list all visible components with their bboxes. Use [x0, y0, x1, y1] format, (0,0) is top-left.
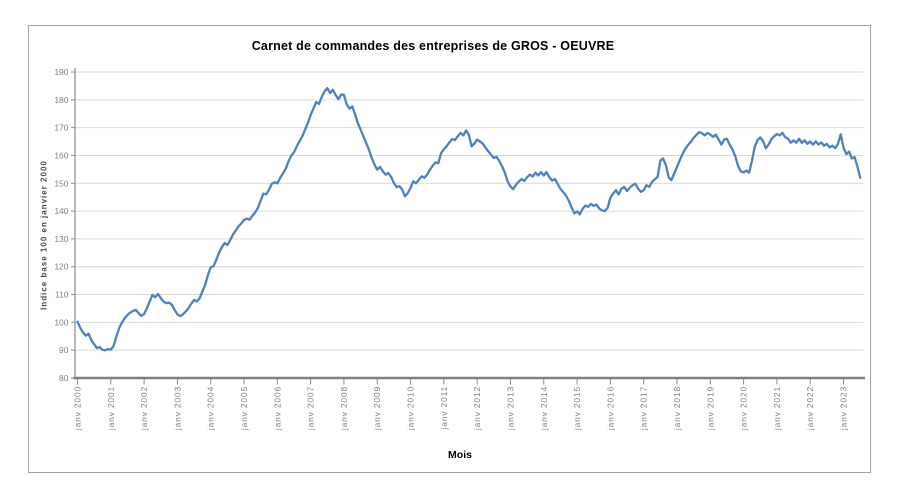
x-tick-label: janv 2005 — [239, 386, 249, 431]
x-tick-label: janv 2017 — [639, 386, 649, 431]
y-axis-title: Indice base 100 en janvier 2000 — [39, 160, 49, 310]
chart-title: Carnet de commandes des entreprises de G… — [251, 39, 615, 53]
y-tick-label: 120 — [54, 262, 68, 272]
y-tick-label: 80 — [59, 373, 69, 383]
x-tick-label: janv 2018 — [672, 386, 682, 431]
x-tick-label: janv 2021 — [772, 386, 782, 431]
x-tick-label: janv 2013 — [505, 386, 515, 431]
x-tick-label: janv 2011 — [439, 386, 449, 430]
x-tick-label: janv 2009 — [372, 386, 382, 431]
y-tick-label: 150 — [54, 178, 68, 188]
x-tick-label: janv 2015 — [572, 386, 582, 431]
series-line — [76, 86, 862, 352]
y-tick-label: 180 — [54, 95, 68, 105]
x-axis: janv 2000 janv 2001 janv 2002 janv 2003 janv… — [73, 376, 865, 431]
x-tick-label: janv 2004 — [206, 386, 216, 431]
x-tick-label: janv 2014 — [539, 386, 549, 431]
gridlines — [75, 71, 864, 351]
y-axis: 80 90 100 110 120 130 140 150 160 170 180 190 — [54, 67, 76, 383]
x-tick-label: janv 2023 — [839, 386, 849, 431]
y-tick-label: 140 — [54, 206, 68, 216]
x-tick-label: janv 2006 — [272, 386, 282, 431]
x-tick-label: janv 2016 — [605, 386, 615, 431]
x-tick-label: janv 2000 — [73, 386, 83, 431]
x-tick-label: janv 2008 — [339, 386, 349, 431]
x-tick-label: janv 2022 — [805, 386, 815, 431]
x-tick-label: janv 2020 — [739, 386, 749, 431]
x-tick-label: janv 2012 — [472, 386, 482, 431]
y-tick-label: 130 — [54, 234, 68, 244]
x-tick-label: janv 2019 — [705, 386, 715, 431]
y-tick-label: 160 — [54, 150, 68, 160]
y-tick-label: 110 — [55, 290, 69, 300]
x-tick-label: janv 2010 — [406, 386, 416, 431]
x-axis-title: Mois — [448, 449, 472, 461]
y-tick-label: 190 — [54, 67, 68, 77]
y-tick-label: 170 — [54, 123, 68, 133]
y-tick-label: 100 — [54, 317, 68, 327]
x-tick-label: janv 2003 — [172, 386, 182, 431]
x-tick-label: janv 2007 — [306, 386, 316, 431]
x-tick-label: janv 2001 — [106, 386, 116, 431]
x-tick-label: janv 2002 — [139, 386, 149, 431]
y-tick-label: 90 — [59, 345, 69, 355]
